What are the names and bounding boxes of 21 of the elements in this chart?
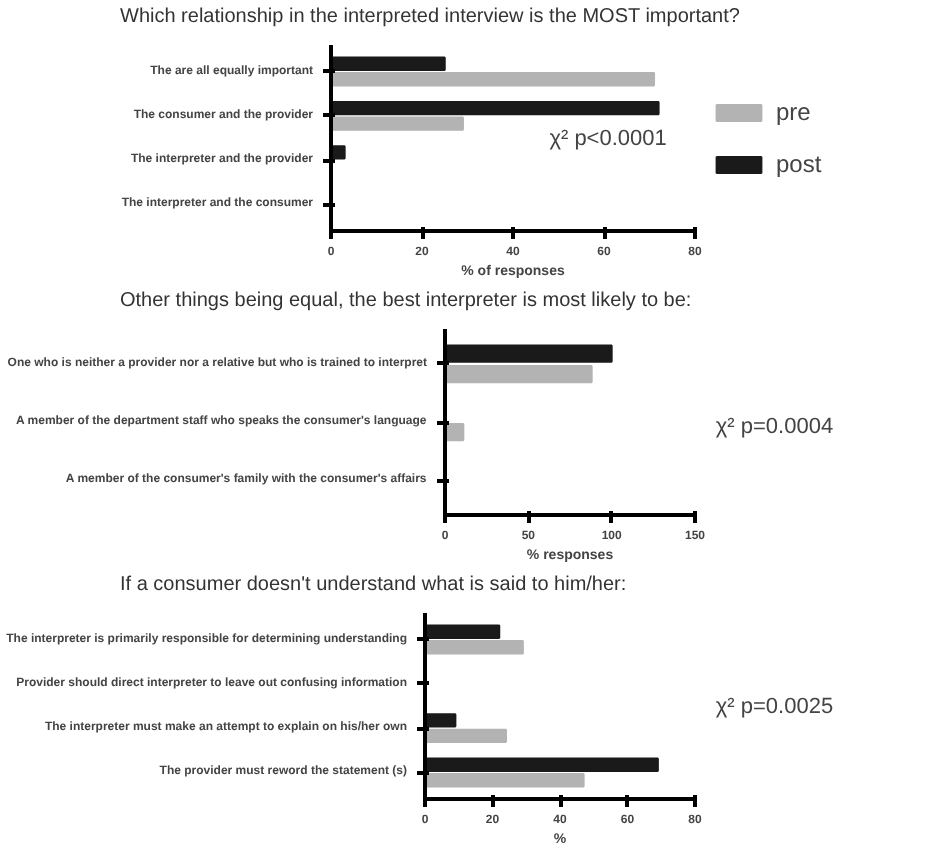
bar xyxy=(445,344,613,363)
bar xyxy=(331,56,446,72)
text: χ² p=0.0025 xyxy=(715,695,834,720)
bar xyxy=(331,100,660,116)
bar xyxy=(425,640,524,655)
bar xyxy=(425,728,507,744)
bar xyxy=(425,624,501,640)
chart-title: Which relationship in the interpreted interview is the MOST important? xyxy=(120,4,740,32)
bar xyxy=(331,145,346,160)
bar xyxy=(425,757,659,772)
chart-title: Other things being equal, the best interpreter is most likely to be: xyxy=(120,288,692,316)
legend-label: post xyxy=(776,149,822,177)
text: χ² p=0.0004 xyxy=(715,415,834,440)
bar xyxy=(425,772,585,788)
bar xyxy=(445,364,593,384)
legend-label: pre xyxy=(776,97,813,125)
annotation: χ² p<0.0001 xyxy=(549,127,667,152)
bar xyxy=(331,116,464,131)
chart-title: If a consumer doesn't understand what is said to him/her: xyxy=(120,572,627,600)
bar xyxy=(425,713,457,728)
bar xyxy=(331,72,656,87)
